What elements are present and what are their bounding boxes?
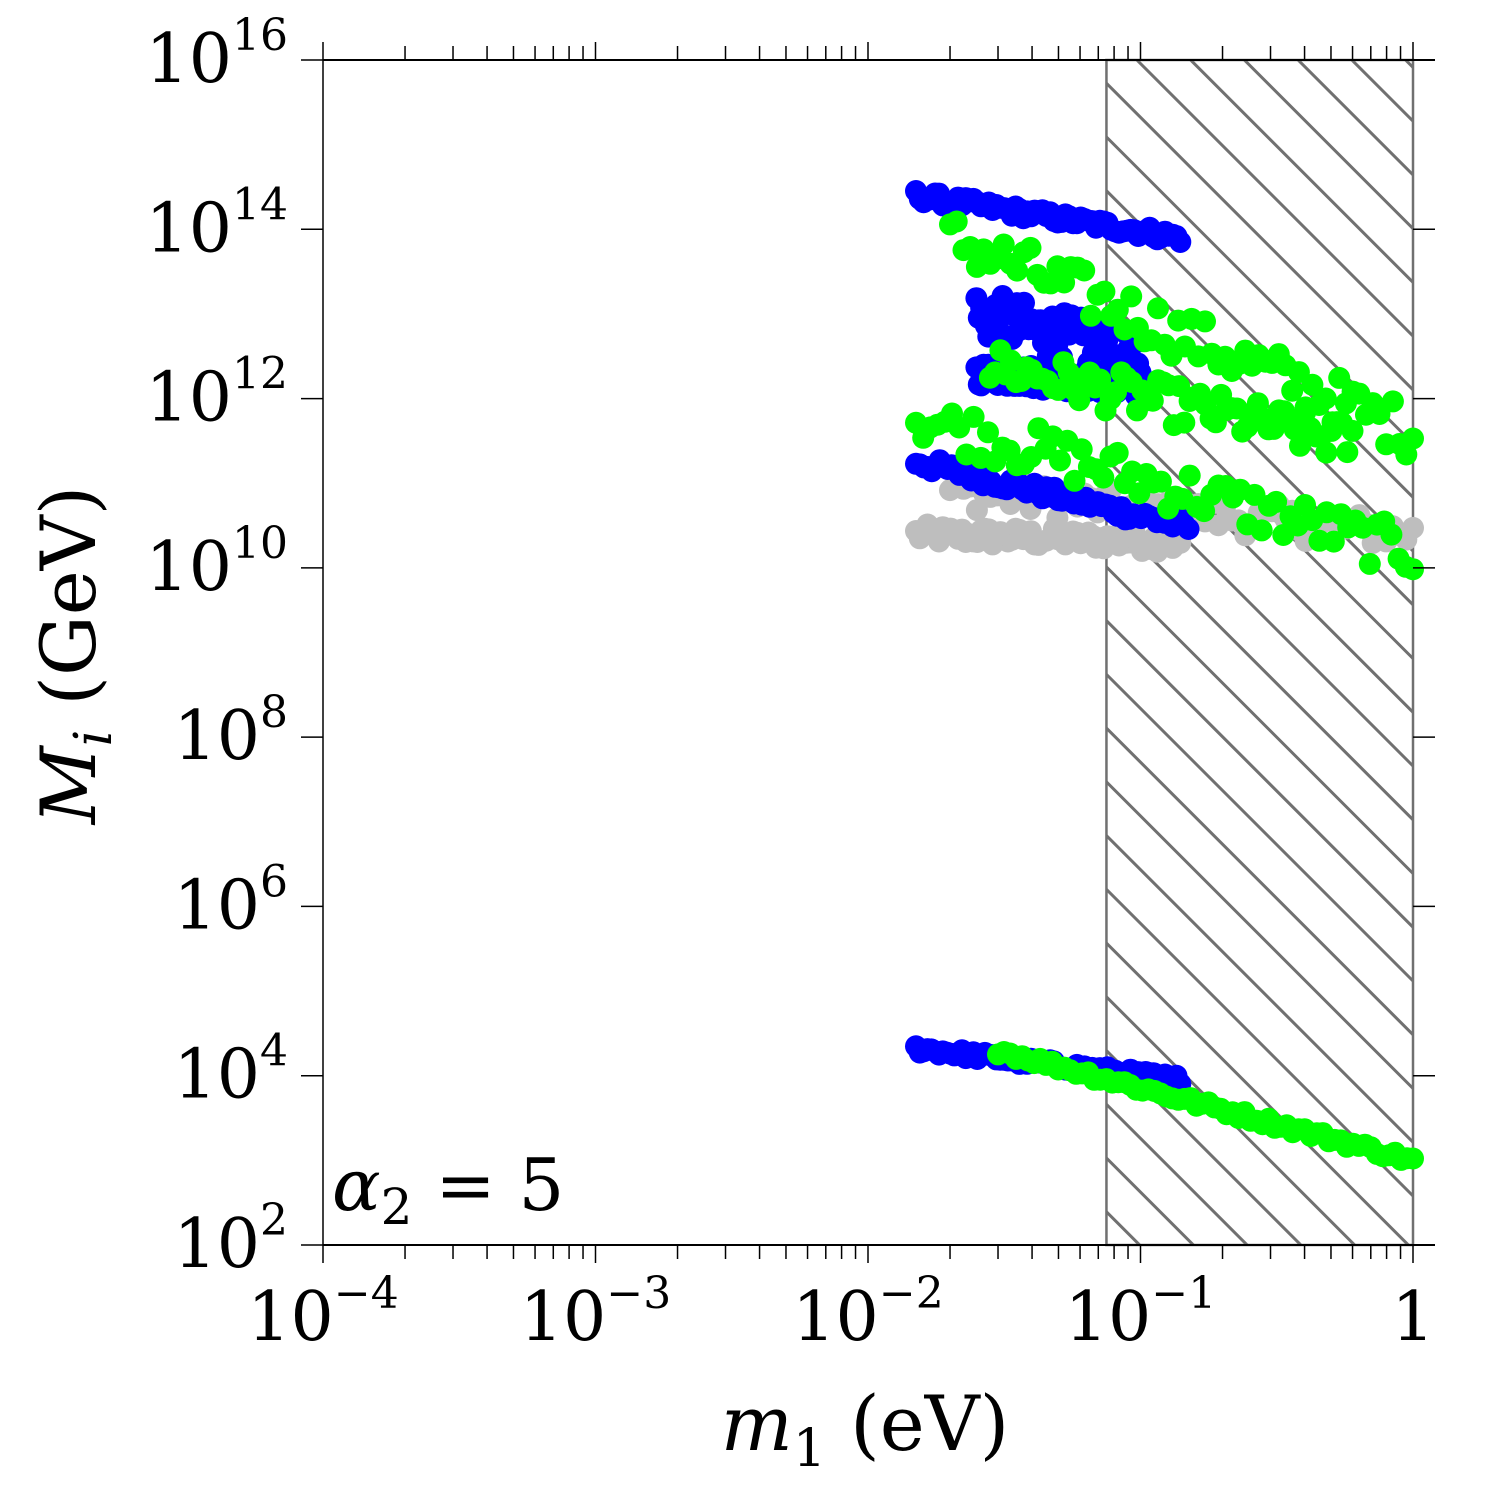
data-point <box>1049 449 1071 472</box>
data-point <box>1089 368 1112 391</box>
data-point <box>1149 470 1172 493</box>
data-point <box>1141 389 1164 412</box>
tick-labels: 10−4 10−3 10−2 10−1 1 102 104 106 108 1010 1012 101… <box>146 10 1435 1357</box>
data-point <box>1063 469 1086 492</box>
data-point <box>1169 231 1192 253</box>
y-tick-label: 1012 <box>146 349 289 438</box>
data-point <box>1093 280 1116 303</box>
series-band-green <box>978 339 1364 464</box>
data-point <box>1358 552 1381 575</box>
data-point <box>1336 441 1359 464</box>
data-point <box>1079 304 1102 327</box>
excluded-region-hatch <box>1106 60 1413 1245</box>
data-point <box>1046 506 1069 529</box>
data-point <box>1402 558 1424 581</box>
y-tick-label: 1014 <box>146 179 289 268</box>
plot-frame <box>322 59 1435 1246</box>
data-point <box>1120 285 1143 308</box>
data-point <box>1250 519 1273 542</box>
series-band-gray <box>905 513 1192 563</box>
data-point <box>1314 387 1337 410</box>
x-tick-label: 10−3 <box>520 1268 671 1357</box>
data-point <box>1381 390 1404 413</box>
y-axis-title: Mi (GeV) <box>24 486 124 827</box>
data-point <box>1281 379 1304 402</box>
axis-titles: m1 (eV) Mi (GeV) α2 = 5 <box>24 486 1009 1479</box>
data-point <box>1380 523 1403 546</box>
data-points-layer <box>905 180 1424 1171</box>
y-tick-label: 1016 <box>146 10 289 99</box>
data-point <box>945 210 968 233</box>
alpha-annotation: α2 = 5 <box>332 1143 564 1236</box>
data-point <box>1315 441 1338 464</box>
data-point <box>1178 464 1201 487</box>
data-point <box>1068 389 1091 412</box>
x-tick-label: 10−1 <box>1065 1268 1216 1357</box>
x-tick-label: 10−4 <box>247 1268 398 1357</box>
axis-ticks <box>301 42 1435 1263</box>
x-tick-label: 1 <box>1391 1278 1434 1357</box>
data-point <box>1301 373 1324 396</box>
y-tick-label: 106 <box>174 856 289 945</box>
series-band-green <box>939 210 1424 466</box>
y-tick-label: 102 <box>174 1195 289 1284</box>
series-band-green <box>987 1041 1424 1171</box>
data-point <box>1194 310 1216 333</box>
data-point <box>1177 518 1200 540</box>
x-tick-label: 10−2 <box>792 1268 943 1357</box>
excluded-region-layer <box>1105 58 1415 1247</box>
data-point <box>977 421 999 444</box>
data-point <box>1322 530 1345 553</box>
data-point <box>1092 466 1115 489</box>
data-point <box>1047 378 1070 401</box>
y-tick-label: 1010 <box>146 518 289 607</box>
data-point <box>1341 419 1364 442</box>
data-point <box>1265 490 1288 513</box>
data-point <box>1106 441 1129 464</box>
data-point <box>1173 411 1196 434</box>
data-point <box>965 499 988 522</box>
series-band-green <box>905 402 1424 581</box>
data-point <box>1147 297 1169 320</box>
series-band-blue <box>905 449 1200 540</box>
y-tick-label: 108 <box>174 687 289 776</box>
data-point <box>1019 236 1042 259</box>
data-point <box>1328 366 1351 389</box>
y-tick-label: 104 <box>174 1026 289 1115</box>
data-point <box>1073 259 1096 282</box>
series-band-blue <box>905 180 1192 253</box>
data-point <box>992 233 1015 256</box>
data-point <box>962 405 985 428</box>
data-point <box>1006 259 1029 282</box>
data-point <box>1402 1147 1424 1170</box>
data-point <box>1106 298 1129 321</box>
data-point <box>1070 438 1093 461</box>
data-point <box>1402 516 1424 539</box>
data-point <box>1262 417 1285 440</box>
x-axis-title: m1 (eV) <box>721 1379 1010 1479</box>
data-point <box>1402 427 1424 450</box>
